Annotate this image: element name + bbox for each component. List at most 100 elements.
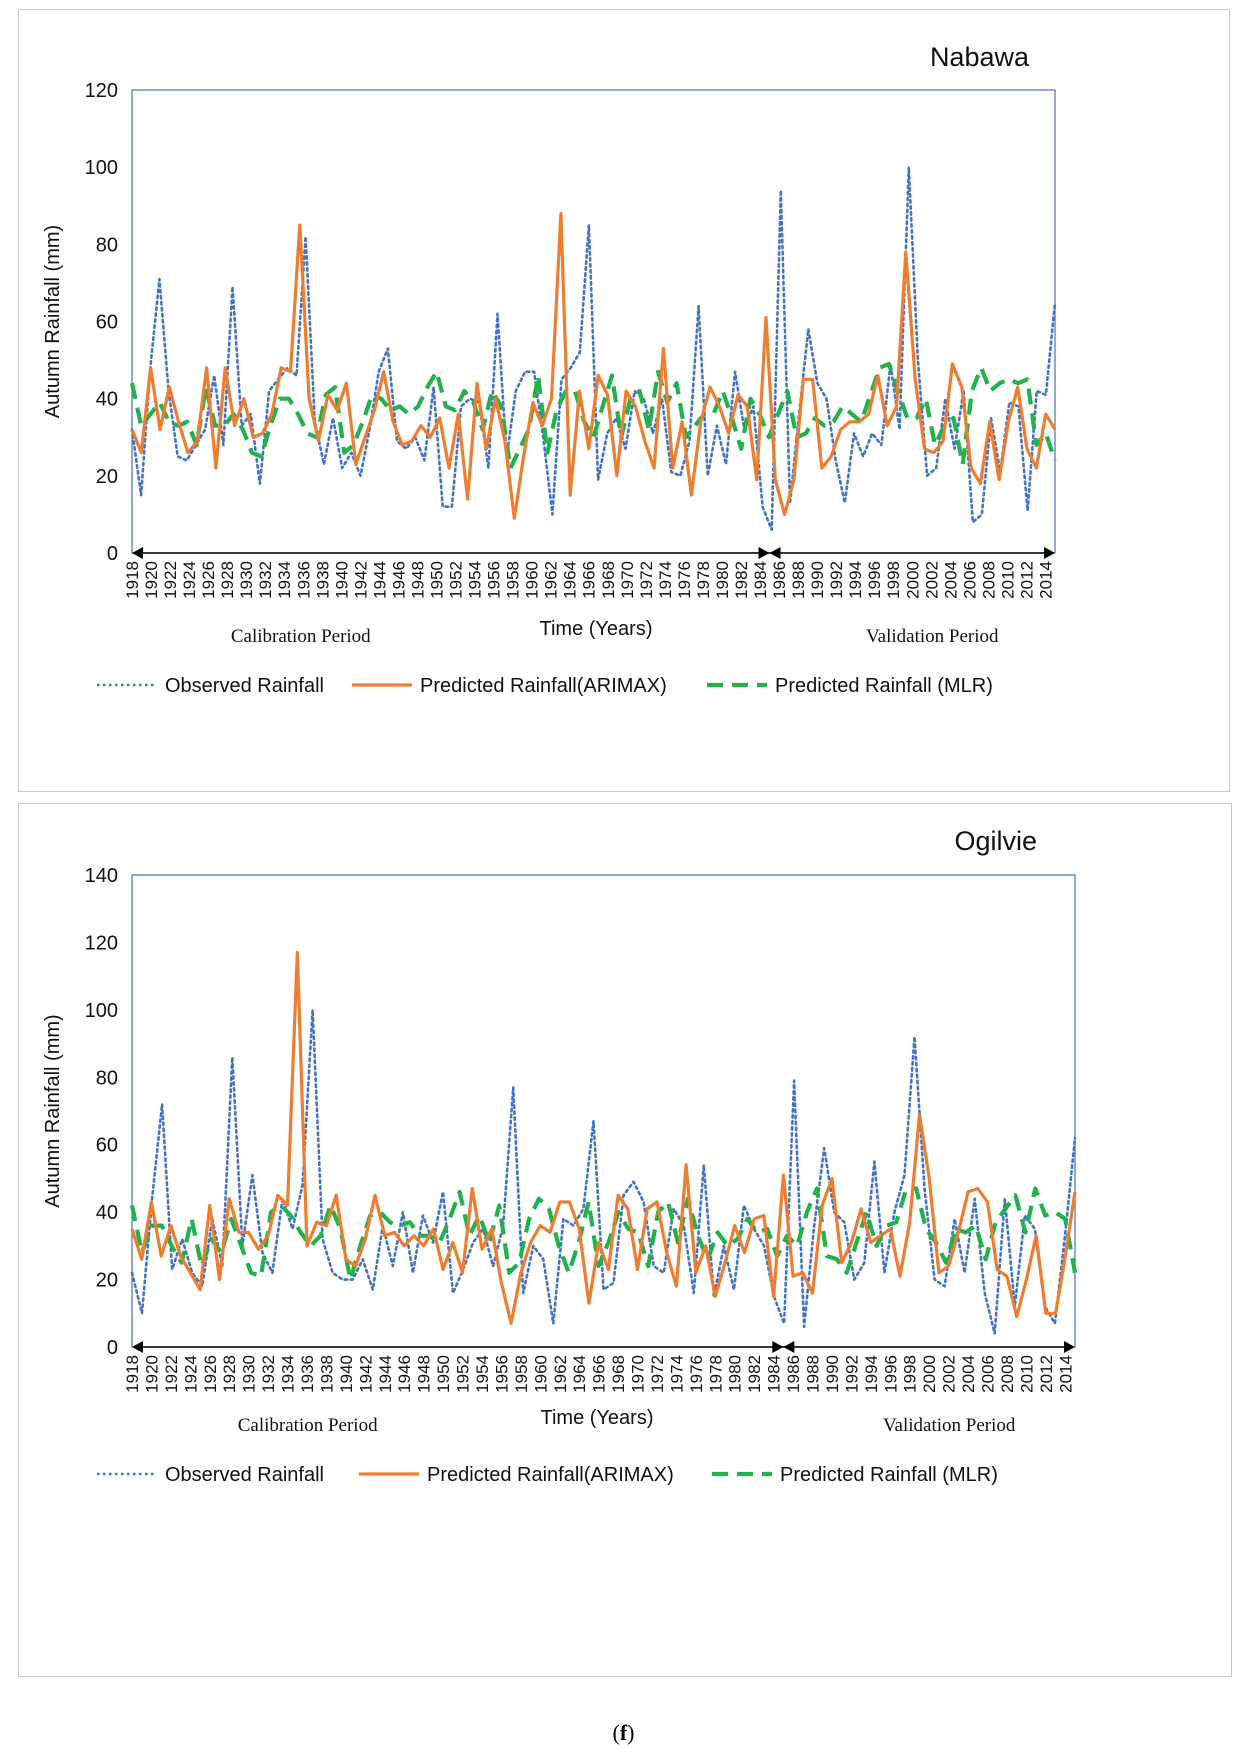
- x-tick-label: 1946: [389, 561, 408, 599]
- x-tick-label: 1940: [337, 1355, 356, 1393]
- x-tick-label: 1922: [161, 561, 180, 599]
- x-tick-label: 1988: [804, 1355, 823, 1393]
- caption-f: (f): [612, 1720, 635, 1745]
- x-tick-label: 2006: [960, 561, 979, 599]
- period-arrow-mid-left: [783, 1341, 795, 1353]
- x-tick-label: 2012: [1017, 561, 1036, 599]
- period-arrow-left: [132, 547, 143, 559]
- period-arrow-mid-right: [758, 547, 770, 559]
- x-tick-label: 1968: [609, 1355, 628, 1393]
- caption-f-letter: f: [619, 1720, 628, 1745]
- legend-label: Observed Rainfall: [165, 1464, 324, 1486]
- x-tick-label: 1936: [294, 561, 313, 599]
- x-tick-label: 1920: [142, 1355, 161, 1393]
- x-tick-label: 1970: [629, 1355, 648, 1393]
- x-tick-label: 1952: [447, 561, 466, 599]
- x-tick-label: 1962: [542, 561, 561, 599]
- x-tick-label: 1974: [667, 1355, 686, 1393]
- x-tick-label: 2008: [979, 561, 998, 599]
- x-tick-label: 1986: [770, 561, 789, 599]
- y-tick-label: 40: [96, 1202, 118, 1224]
- x-tick-label: 1972: [637, 561, 656, 599]
- x-axis-title: Time (Years): [541, 1407, 654, 1429]
- x-tick-label: 1928: [220, 1355, 239, 1393]
- x-tick-label: 1926: [201, 1355, 220, 1393]
- y-axis-title: Autumn Rainfall (mm): [42, 1014, 64, 1207]
- x-tick-label: 2014: [1036, 561, 1055, 599]
- x-tick-label: 1918: [123, 1355, 142, 1393]
- x-tick-label: 1972: [648, 1355, 667, 1393]
- legend-label: Predicted Rainfall(ARIMAX): [420, 675, 667, 697]
- chart-panel-nabawa: Nabawa 0 20 40 60 80 100 120 Autumn Rainfall (mm…: [18, 9, 1230, 792]
- y-tick-label: 20: [96, 466, 118, 488]
- x-axis-title: Time (Years): [540, 618, 653, 640]
- x-tick-label: 1980: [713, 561, 732, 599]
- x-tick-label: 1922: [162, 1355, 181, 1393]
- x-tick-label: 2002: [940, 1355, 959, 1393]
- chart-nabawa: Nabawa 0 20 40 60 80 100 120 Autumn Rainfall (mm…: [42, 42, 1057, 697]
- x-tick-label: 1976: [687, 1355, 706, 1393]
- x-tick-label: 1926: [199, 561, 218, 599]
- x-tick-label: 2004: [941, 561, 960, 599]
- x-tick-label: 1982: [745, 1355, 764, 1393]
- legend-label: Predicted Rainfall (MLR): [775, 675, 993, 697]
- y-tick-label: 0: [107, 1337, 118, 1359]
- x-tick-label: 1934: [275, 561, 294, 599]
- x-tick-label: 1998: [901, 1355, 920, 1393]
- x-tick-label: 1944: [376, 1355, 395, 1393]
- period-arrow-mid-left: [769, 547, 781, 559]
- y-tick-label: 40: [96, 389, 118, 411]
- x-tick-label: 1950: [434, 1355, 453, 1393]
- series-line-predicted-rainfall-mlr: [129, 1186, 1078, 1282]
- x-tick-label: 1960: [531, 1355, 550, 1393]
- x-tick-label: 1948: [408, 561, 427, 599]
- x-tick-label: 1990: [808, 561, 827, 599]
- x-tick-label: 1988: [789, 561, 808, 599]
- series-line-predicted-rainfall-arimax: [130, 950, 1077, 1326]
- x-tick-label: 1984: [765, 1355, 784, 1393]
- x-tick-label: 1976: [675, 561, 694, 599]
- chart-title: Nabawa: [930, 42, 1030, 72]
- x-tick-label: 1932: [259, 1355, 278, 1393]
- x-tick-label: 1954: [473, 1355, 492, 1393]
- x-tick-label: 1962: [551, 1355, 570, 1393]
- y-tick-label: 0: [107, 543, 118, 565]
- x-tick-label: 1948: [415, 1355, 434, 1393]
- calibration-period-label: Calibration Period: [238, 1415, 378, 1436]
- x-tick-label: 1920: [142, 561, 161, 599]
- x-tick-label: 1992: [827, 561, 846, 599]
- x-tick-label: 1940: [332, 561, 351, 599]
- x-tick-label: 2000: [903, 561, 922, 599]
- x-tick-label: 1992: [842, 1355, 861, 1393]
- x-tick-label: 1942: [351, 561, 370, 599]
- x-tick-label: 1982: [732, 561, 751, 599]
- x-tick-label: 1978: [694, 561, 713, 599]
- x-tick-label: 1942: [356, 1355, 375, 1393]
- x-tick-label: 1938: [313, 561, 332, 599]
- x-tick-label: 1994: [846, 561, 865, 599]
- x-tick-label: 2000: [920, 1355, 939, 1393]
- x-tick-label: 1956: [492, 1355, 511, 1393]
- x-tick-label: 1984: [751, 561, 770, 599]
- x-tick-label: 1970: [618, 561, 637, 599]
- x-tick-label: 1946: [395, 1355, 414, 1393]
- x-tick-label: 1986: [784, 1355, 803, 1393]
- y-tick-label: 80: [96, 234, 118, 256]
- x-tick-label: 1996: [865, 561, 884, 599]
- legend-label: Predicted Rainfall (MLR): [780, 1464, 998, 1486]
- x-tick-label: 1998: [884, 561, 903, 599]
- chart-title: Ogilvie: [954, 826, 1037, 856]
- x-tick-label: 2010: [998, 561, 1017, 599]
- y-tick-label: 80: [96, 1067, 118, 1089]
- x-tick-label: 1978: [706, 1355, 725, 1393]
- series-line-predicted-rainfall-mlr: [129, 361, 1057, 471]
- x-tick-label: 1928: [218, 561, 237, 599]
- x-tick-label: 1966: [580, 561, 599, 599]
- x-tick-label: 1958: [512, 1355, 531, 1393]
- x-tick-label: 1964: [570, 1355, 589, 1393]
- x-tick-label: 1980: [726, 1355, 745, 1393]
- x-tick-label: 2006: [979, 1355, 998, 1393]
- x-tick-label: 1960: [523, 561, 542, 599]
- y-tick-label: 100: [85, 157, 118, 179]
- legend-label: Predicted Rainfall(ARIMAX): [427, 1464, 674, 1486]
